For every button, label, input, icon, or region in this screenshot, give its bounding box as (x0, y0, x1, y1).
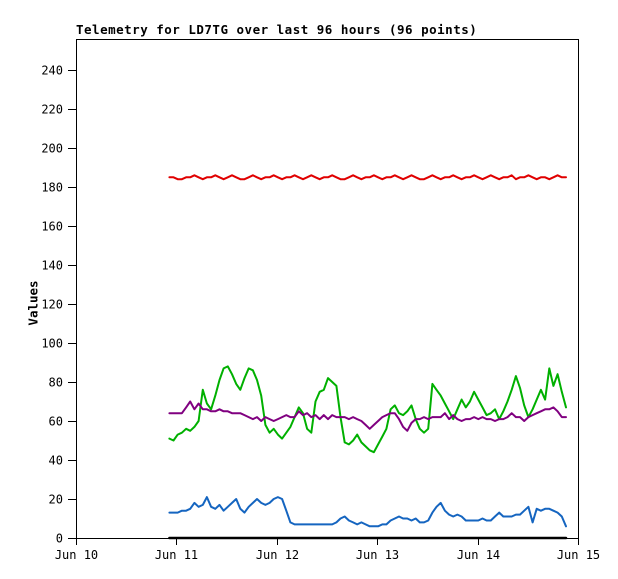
y-tick-label: 40 (49, 454, 63, 468)
series-green-line (168, 365, 567, 454)
y-tick-label: 180 (41, 181, 63, 195)
x-tick-label: Jun 10 (55, 548, 98, 562)
y-tick-label: 20 (49, 493, 63, 507)
y-tick-label: 100 (41, 337, 63, 351)
series-red-line (168, 174, 567, 181)
y-tick-label: 0 (56, 532, 63, 546)
y-tick-label: 240 (41, 64, 63, 78)
y-tick-label: 220 (41, 103, 63, 117)
y-tick-label: 140 (41, 259, 63, 273)
y-tick-label: 80 (49, 376, 63, 390)
chart-title: Telemetry for LD7TG over last 96 hours (… (76, 22, 478, 37)
plot-border (76, 39, 579, 539)
y-tick-label: 60 (49, 415, 63, 429)
x-tick-label: Jun 12 (256, 548, 299, 562)
x-tick-label: Jun 14 (457, 548, 500, 562)
x-tick-label: Jun 15 (557, 548, 600, 562)
series-blue-line (168, 496, 567, 528)
x-tick-label: Jun 11 (155, 548, 198, 562)
series-purple-line (168, 400, 567, 432)
y-tick-label: 200 (41, 142, 63, 156)
y-tick-label: 120 (41, 298, 63, 312)
y-axis-label: Values (25, 280, 41, 326)
x-tick-label: Jun 13 (356, 548, 399, 562)
y-tick-label: 160 (41, 220, 63, 234)
